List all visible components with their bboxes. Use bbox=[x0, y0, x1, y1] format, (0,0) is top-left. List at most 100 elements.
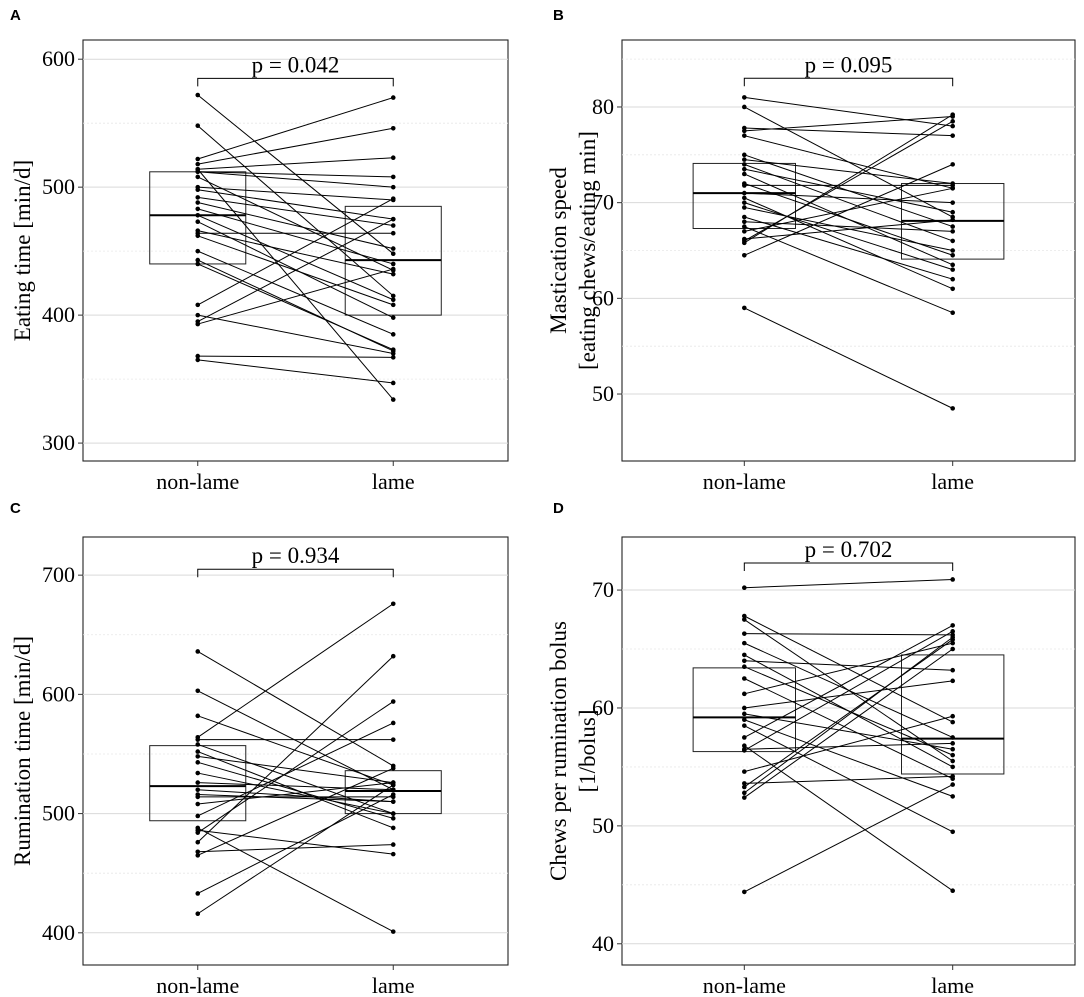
pair-line bbox=[197, 784, 394, 915]
data-point bbox=[390, 699, 396, 704]
pair-line bbox=[197, 355, 394, 358]
data-point bbox=[742, 652, 747, 658]
panel-c-rumination-time: 400 500 600 700 non-lame lame Rumination time … bbox=[10, 536, 509, 997]
pair-line bbox=[744, 163, 953, 242]
data-point bbox=[742, 128, 747, 134]
data-point bbox=[742, 795, 747, 800]
data-point bbox=[390, 601, 396, 607]
y-tick-label: 700 bbox=[42, 562, 75, 587]
pair-line bbox=[197, 196, 394, 227]
pair-line bbox=[744, 221, 953, 232]
pair-line bbox=[744, 226, 953, 314]
data-point bbox=[195, 911, 201, 917]
pair-line bbox=[197, 751, 394, 829]
pair-line bbox=[744, 127, 953, 137]
pair-line bbox=[197, 189, 394, 220]
pair-line bbox=[744, 639, 953, 788]
data-point bbox=[742, 705, 747, 711]
pair-line bbox=[744, 219, 953, 240]
data-point bbox=[390, 246, 396, 251]
panel-letter-d: D bbox=[553, 500, 564, 517]
data-point bbox=[390, 929, 396, 934]
data-point bbox=[950, 719, 955, 725]
data-point bbox=[390, 851, 396, 857]
data-point bbox=[742, 224, 747, 229]
data-point bbox=[195, 233, 201, 239]
y-axis-title: Rumination time [min/d] bbox=[10, 636, 35, 866]
x-tick-label: lame bbox=[931, 973, 974, 997]
data-point bbox=[390, 266, 396, 272]
pair-line bbox=[744, 660, 953, 671]
data-point bbox=[742, 200, 747, 205]
pair-line bbox=[197, 171, 394, 178]
pair-line bbox=[744, 216, 953, 280]
data-point bbox=[950, 406, 955, 411]
data-point bbox=[390, 261, 396, 267]
data-point bbox=[195, 749, 201, 754]
data-point bbox=[950, 888, 955, 894]
pair-line bbox=[197, 767, 394, 856]
pair-line bbox=[197, 827, 394, 933]
pair-line bbox=[744, 173, 953, 266]
data-point bbox=[950, 276, 955, 282]
x-tick-label: non-lame bbox=[703, 973, 786, 997]
data-point bbox=[390, 174, 396, 180]
p-value-label: p = 0.042 bbox=[252, 52, 340, 77]
data-point bbox=[390, 351, 396, 356]
data-point bbox=[950, 252, 955, 258]
data-point bbox=[195, 213, 201, 218]
data-point bbox=[195, 92, 201, 98]
pair-line bbox=[744, 775, 953, 784]
data-point bbox=[390, 347, 396, 352]
data-point bbox=[742, 781, 747, 786]
pair-line bbox=[197, 97, 394, 160]
data-point bbox=[742, 617, 747, 622]
y-tick-label: 40 bbox=[592, 931, 614, 956]
data-point bbox=[950, 782, 955, 787]
data-point bbox=[950, 310, 955, 315]
data-point bbox=[195, 161, 201, 167]
data-point bbox=[742, 658, 747, 664]
data-point bbox=[390, 125, 396, 131]
y-tick-label: 600 bbox=[42, 46, 75, 71]
data-point bbox=[390, 653, 396, 659]
data-point bbox=[390, 302, 396, 308]
data-point bbox=[195, 794, 201, 800]
data-point bbox=[742, 205, 747, 210]
data-point bbox=[742, 691, 747, 697]
pair-line bbox=[197, 603, 394, 738]
y-tick-label: 70 bbox=[592, 577, 614, 602]
pair-line bbox=[197, 171, 394, 188]
data-point bbox=[390, 216, 396, 222]
data-point bbox=[950, 248, 955, 253]
data-point bbox=[742, 790, 747, 796]
data-point bbox=[390, 332, 396, 337]
data-point bbox=[195, 206, 201, 212]
data-point bbox=[195, 200, 201, 205]
x-tick-label: lame bbox=[372, 973, 415, 997]
data-point bbox=[950, 735, 955, 740]
data-point bbox=[390, 720, 396, 726]
data-point bbox=[195, 737, 201, 742]
data-point bbox=[950, 123, 955, 129]
data-point bbox=[390, 251, 396, 256]
data-point bbox=[742, 305, 747, 311]
data-point bbox=[742, 784, 747, 790]
data-point bbox=[742, 240, 747, 246]
data-point bbox=[742, 676, 747, 681]
data-point bbox=[950, 794, 955, 799]
data-point bbox=[742, 229, 747, 234]
data-point bbox=[950, 186, 955, 191]
data-point bbox=[390, 737, 396, 742]
data-point bbox=[742, 171, 747, 177]
pair-line bbox=[197, 208, 394, 265]
pair-line bbox=[744, 197, 953, 290]
data-point bbox=[742, 711, 747, 717]
plot-frame bbox=[82, 39, 509, 462]
y-axis-title-line: Rumination time [min/d] bbox=[10, 636, 35, 866]
data-point bbox=[742, 748, 747, 753]
data-point bbox=[950, 746, 955, 752]
pair-line bbox=[197, 655, 394, 843]
data-point bbox=[390, 842, 396, 847]
